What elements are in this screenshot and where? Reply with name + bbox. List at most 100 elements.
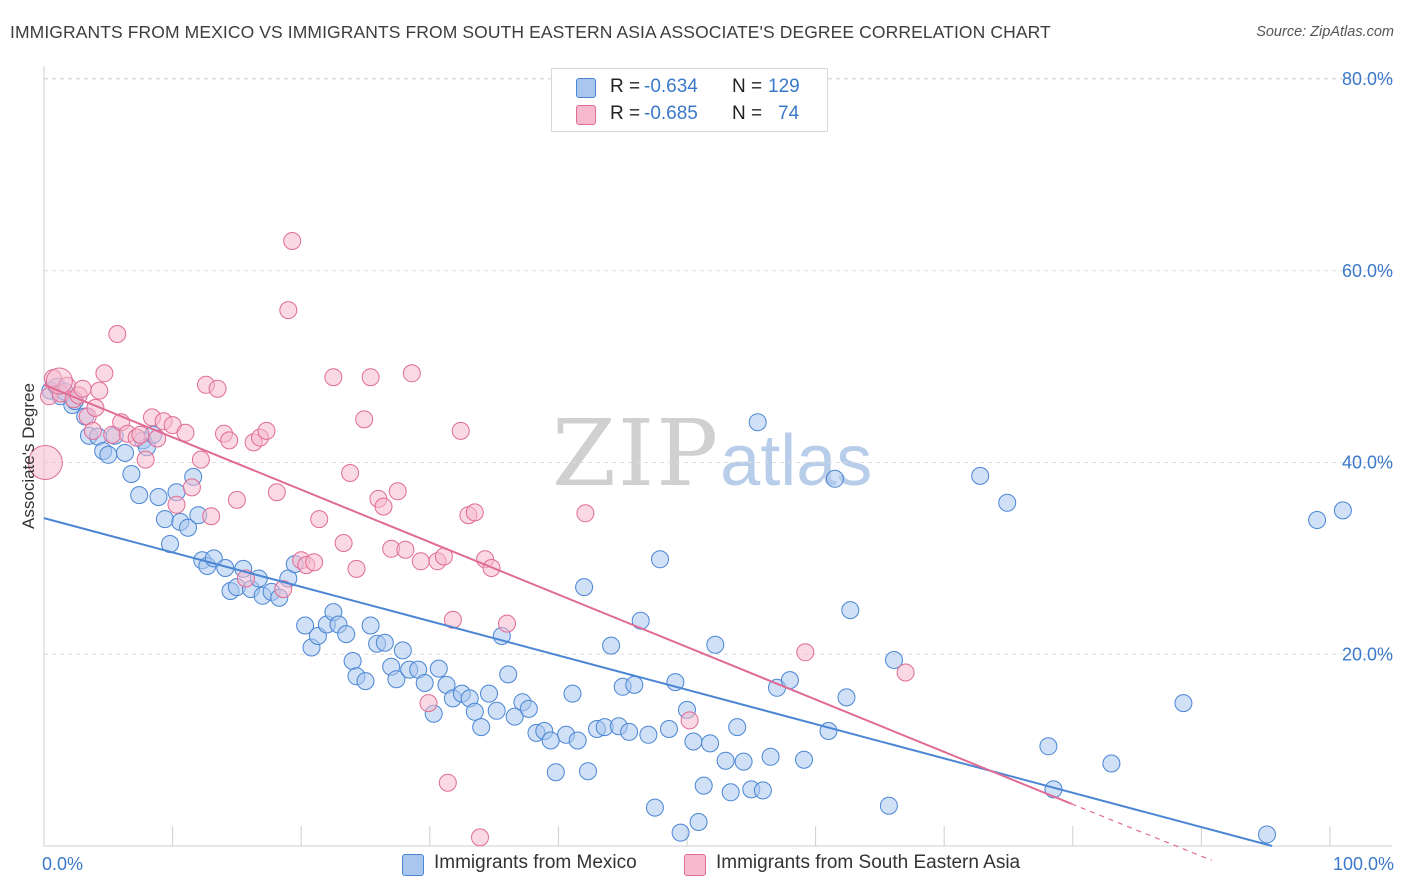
scatter-point xyxy=(375,633,394,652)
scatter-point xyxy=(753,781,772,800)
legend-r-value: -0.685 xyxy=(644,103,698,124)
scatter-point xyxy=(639,725,658,744)
y-tick-label: 80.0% xyxy=(1342,69,1393,89)
scatter-point xyxy=(334,534,353,552)
series-mexico xyxy=(41,377,1352,844)
scatter-point xyxy=(179,518,197,537)
y-tick-labels: 20.0% 40.0% 60.0% 80.0% xyxy=(1342,69,1393,664)
bottom-legend-swatch-blue xyxy=(402,854,424,876)
scatter-point xyxy=(361,616,380,635)
legend-r-label: R = xyxy=(610,76,641,97)
scatter-point xyxy=(694,776,713,795)
scatter-point xyxy=(155,510,174,529)
scatter-point xyxy=(108,325,127,343)
scatter-point xyxy=(324,368,343,387)
correlation-legend: R = -0.634 N = 129 R = -0.685 N = 74 xyxy=(551,68,828,132)
scatter-point xyxy=(83,421,102,440)
scatter-point xyxy=(841,601,860,620)
scatter-point xyxy=(1258,825,1276,844)
zipatlas-watermark: ZIPatlas xyxy=(552,400,872,507)
scatter-point xyxy=(220,431,239,450)
scatter-point xyxy=(451,421,470,440)
y-tick-label: 60.0% xyxy=(1342,261,1393,281)
legend-row-south-eastern-asia: R = -0.685 N = 74 xyxy=(552,100,827,128)
bottom-legend-label: Immigrants from Mexico xyxy=(434,852,637,873)
scatter-point xyxy=(274,580,293,599)
scatter-point xyxy=(660,720,678,738)
trend-lines xyxy=(43,383,1273,861)
scatter-point xyxy=(202,507,221,526)
scatter-point xyxy=(355,410,374,429)
chart-title: IMMIGRANTS FROM MEXICO VS IMMIGRANTS FRO… xyxy=(10,22,1051,42)
scatter-point xyxy=(131,425,150,444)
scatter-point xyxy=(388,482,407,501)
scatter-point xyxy=(227,490,246,509)
scatter-point xyxy=(1102,754,1121,773)
scatter-point xyxy=(208,379,227,398)
scatter-point xyxy=(95,364,114,383)
scatter-point xyxy=(191,450,210,469)
scatter-point xyxy=(971,466,990,485)
legend-n-value: 129 xyxy=(768,76,800,97)
scatter-point xyxy=(651,550,669,569)
scatter-point xyxy=(396,540,415,559)
scatter-point xyxy=(625,675,644,694)
scatter-point xyxy=(728,718,747,737)
scatter-point xyxy=(257,421,276,440)
scatter-point xyxy=(499,665,518,684)
scatter-point xyxy=(734,752,753,771)
scatter-point xyxy=(90,381,109,400)
legend-n-label: N = xyxy=(732,76,763,97)
legend-r-label: R = xyxy=(610,103,641,124)
scatter-point xyxy=(429,659,448,678)
scatter-point xyxy=(465,503,484,522)
scatter-point xyxy=(402,364,421,383)
scatter-point xyxy=(796,643,815,662)
scatter-point xyxy=(879,796,898,815)
scatter-point xyxy=(438,773,457,792)
axes xyxy=(43,66,1392,847)
scatter-point xyxy=(896,663,915,682)
trendline-south-eastern-asia xyxy=(43,383,1072,805)
scatter-point xyxy=(415,674,434,692)
scatter-point xyxy=(541,731,560,750)
scatter-point xyxy=(236,569,255,588)
scatter-point xyxy=(347,559,366,578)
legend-n-value: 74 xyxy=(778,103,800,124)
scatter-point xyxy=(1174,694,1193,713)
scatter-point xyxy=(1308,511,1327,529)
scatter-point xyxy=(465,702,484,721)
scatter-point xyxy=(419,694,438,713)
scatter-point xyxy=(748,413,767,432)
scatter-point xyxy=(136,450,155,469)
scatter-point xyxy=(471,828,489,847)
scatter-point xyxy=(579,762,597,781)
y-axis-title: Associate's Degree xyxy=(19,383,38,529)
series-south-eastern-asia xyxy=(27,232,915,847)
scatter-point xyxy=(472,718,491,737)
scatter-point xyxy=(546,763,565,782)
scatter-point xyxy=(1039,737,1058,756)
scatter-point xyxy=(620,722,639,741)
scatter-point xyxy=(519,699,538,718)
scatter-point xyxy=(684,732,703,751)
scatter-point xyxy=(671,823,690,842)
scatter-point xyxy=(837,688,856,707)
legend-swatch-blue xyxy=(576,78,596,98)
trendline-mexico xyxy=(43,517,1273,847)
scatter-point xyxy=(1333,501,1352,520)
scatter-point xyxy=(279,301,298,320)
scatter-point xyxy=(361,368,380,387)
watermark-zip: ZIP xyxy=(552,400,721,507)
scatter-point xyxy=(387,670,406,689)
scatter-point xyxy=(182,478,201,497)
scatter-point xyxy=(563,684,582,703)
bottom-legend-swatch-pink xyxy=(684,854,706,876)
x-tick-label-max: 100.0% xyxy=(1333,854,1394,874)
scatter-point xyxy=(576,504,595,523)
scatter-point xyxy=(411,552,430,571)
trendline-extension xyxy=(1071,803,1212,861)
scatter-point xyxy=(305,553,324,572)
legend-n-label: N = xyxy=(732,103,763,124)
